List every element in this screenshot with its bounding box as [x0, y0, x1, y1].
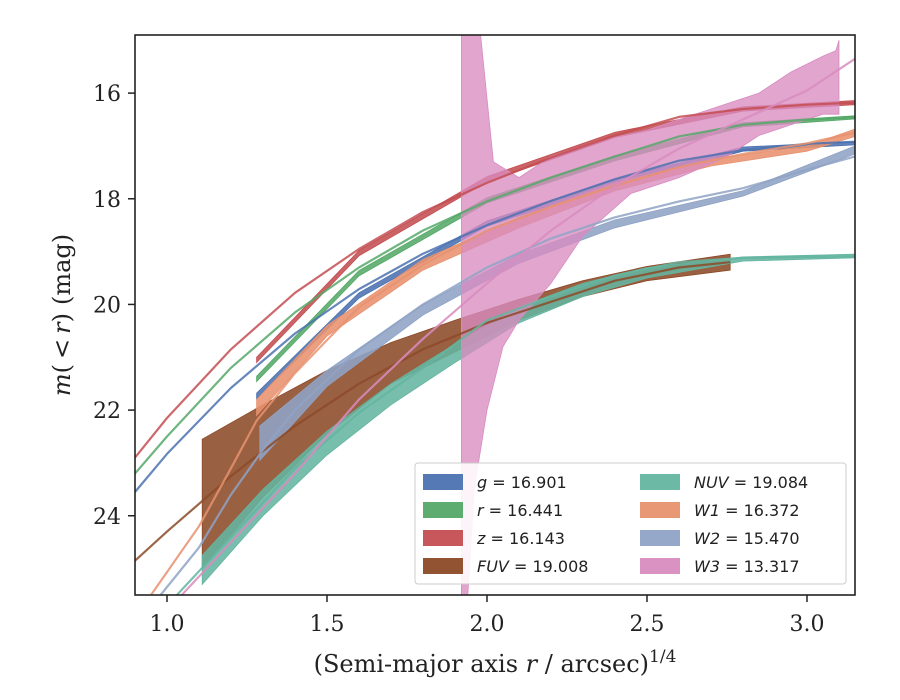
y-tick-label: 22: [93, 399, 121, 424]
model-line-r: [135, 116, 855, 475]
y-axis-label-close: ): [48, 313, 76, 322]
legend-value: 19.008: [532, 557, 588, 576]
legend-band-name: NUV: [694, 473, 730, 492]
legend-band-name: W1: [694, 501, 720, 520]
legend-entries: g = 16.901 r = 16.441 z = 16.143 FUV = 19.0…: [423, 473, 808, 576]
legend-band-name: z: [476, 529, 486, 548]
x-tick-label: 1.0: [150, 612, 185, 637]
model-line-w3: [180, 57, 855, 595]
legend-label-w1: W1 = 16.372: [694, 501, 800, 520]
y-axis-label-open: (: [48, 364, 76, 373]
model-line-nuv: [175, 255, 855, 595]
legend-equals: =: [720, 529, 744, 548]
legend-equals: =: [484, 501, 508, 520]
x-axis-label-exponent: 1/4: [649, 647, 676, 667]
legend-swatch-w1: [640, 502, 680, 518]
model-line-g: [135, 140, 855, 493]
legend-box: [414, 462, 847, 585]
y-axis-label-unit: (mag): [48, 234, 76, 305]
legend-value: 19.084: [752, 473, 808, 492]
x-tick-label: 1.5: [310, 612, 345, 637]
model-line-z: [135, 101, 855, 459]
legend-swatch-fuv: [423, 558, 463, 574]
legend-value: 16.901: [511, 473, 567, 492]
model-line-w2: [159, 155, 855, 595]
band-w2: [259, 145, 855, 462]
legend-label-z: z = 16.143: [476, 529, 565, 548]
legend-label-nuv: NUV = 19.084: [694, 473, 808, 492]
legend-value: 16.143: [509, 529, 565, 548]
model-lines-layer: [135, 57, 855, 595]
y-tick-label: 18: [93, 188, 121, 213]
legend-label-w3: W3 = 13.317: [694, 557, 800, 576]
model-line-fuv: [135, 261, 731, 562]
legend-equals: =: [509, 557, 533, 576]
x-axis-label-pre: (Semi-major axis: [314, 650, 526, 678]
y-axis-label-r: r: [48, 321, 76, 334]
legend-swatch-w2: [640, 530, 680, 546]
legend-value: 15.470: [744, 529, 800, 548]
legend-value: 16.441: [507, 501, 563, 520]
x-tick-label: 2.0: [470, 612, 505, 637]
legend-value: 13.317: [744, 557, 800, 576]
legend-equals: =: [720, 501, 744, 520]
legend-band-name: W3: [694, 557, 720, 576]
legend-swatch-nuv: [640, 474, 680, 490]
y-tick-label: 16: [93, 82, 121, 107]
legend: g = 16.901 r = 16.441 z = 16.143 FUV = 19.0…: [414, 462, 847, 585]
y-axis-label-m: m: [48, 373, 76, 396]
plot-frame: [134, 34, 856, 596]
x-axis-label: (Semi-major axis r / arcsec)1/4: [314, 647, 677, 678]
legend-swatch-z: [423, 530, 463, 546]
legend-equals: =: [729, 473, 753, 492]
model-line-w1: [150, 131, 855, 595]
legend-swatch-w3: [640, 558, 680, 574]
legend-label-r: r = 16.441: [477, 501, 563, 520]
x-axis-label-post: / arcsec): [537, 650, 649, 678]
y-axis-label: m( < r) (mag): [48, 234, 76, 396]
x-tick-label: 3.0: [790, 612, 825, 637]
legend-label-w2: W2 = 15.470: [694, 529, 800, 548]
x-axis: 1.0 1.5 2.0 2.5 3.0: [150, 595, 825, 637]
legend-band-name: FUV: [477, 557, 510, 576]
y-axis-label-lt: <: [48, 339, 76, 359]
legend-equals: =: [720, 557, 744, 576]
legend-band-name: W2: [694, 529, 720, 548]
y-tick-label: 24: [93, 505, 121, 530]
y-tick-label: 20: [93, 293, 121, 318]
y-axis: 16 18 20 22 24: [93, 82, 135, 530]
band-nuv: [201, 253, 855, 586]
legend-label-g: g = 16.901: [477, 473, 567, 492]
legend-swatch-g: [423, 474, 463, 490]
legend-value: 16.372: [744, 501, 800, 520]
x-axis-label-var: r: [526, 650, 539, 678]
x-tick-label: 2.5: [630, 612, 665, 637]
legend-swatch-r: [423, 502, 463, 518]
legend-label-fuv: FUV = 19.008: [477, 557, 588, 576]
legend-band-name: r: [477, 501, 485, 520]
legend-equals: =: [487, 473, 511, 492]
legend-band-name: g: [477, 473, 487, 492]
legend-equals: =: [485, 529, 509, 548]
